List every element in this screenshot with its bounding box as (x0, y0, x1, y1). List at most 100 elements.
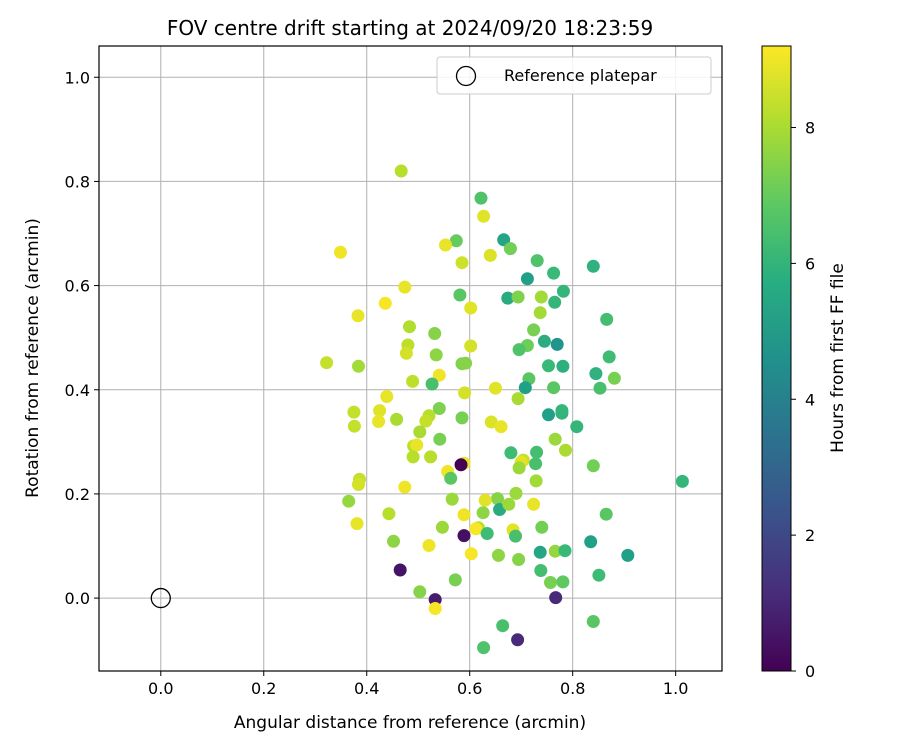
data-point (586, 259, 600, 273)
data-point (503, 242, 517, 256)
data-point (320, 356, 334, 370)
data-point (455, 411, 469, 425)
data-point (453, 288, 467, 302)
data-point (542, 359, 555, 373)
x-tick-label: 0.0 (148, 679, 173, 698)
data-point (352, 359, 365, 373)
data-point (512, 343, 526, 357)
legend-box (436, 56, 712, 95)
data-point (429, 348, 443, 362)
data-point (445, 492, 459, 506)
x-axis-label: Angular distance from reference (arcmin) (234, 713, 586, 733)
data-point (504, 446, 518, 460)
data-point (398, 480, 412, 494)
reference-platepar-marker (150, 587, 171, 609)
data-point (457, 508, 471, 522)
data-point (464, 339, 478, 353)
data-point (484, 415, 498, 429)
data-point (556, 359, 570, 373)
data-point (439, 238, 452, 252)
data-point (413, 425, 427, 439)
y-tick-label: 0.4 (65, 381, 90, 400)
data-point (399, 346, 413, 360)
data-point (511, 633, 525, 647)
data-point (559, 443, 572, 457)
y-axis-ticks: 0.0 0.2 0.4 0.6 0.8 1.0 (65, 68, 99, 608)
data-point (410, 438, 424, 452)
legend-marker-reference (455, 65, 477, 87)
data-point (459, 356, 473, 370)
data-point (428, 593, 442, 607)
data-point (586, 615, 600, 628)
data-point (413, 585, 427, 599)
colorbar-tick-label: 0 (805, 662, 815, 681)
data-point (457, 529, 471, 543)
data-point (530, 445, 544, 459)
colorbar-gradient (761, 45, 792, 672)
data-point (542, 408, 555, 422)
data-point (520, 272, 534, 286)
data-point (474, 191, 488, 205)
data-point (393, 563, 407, 577)
data-point (428, 602, 442, 615)
y-tick-label: 1.0 (65, 68, 90, 87)
y-tick-label: 0.8 (65, 172, 90, 191)
data-point (527, 497, 541, 511)
data-point (533, 306, 547, 320)
data-point (584, 535, 598, 549)
data-point (464, 547, 478, 561)
data-point (464, 301, 478, 315)
data-point (533, 545, 547, 559)
data-point (512, 461, 526, 475)
data-point (555, 406, 569, 420)
colorbar-tick-label: 2 (805, 526, 815, 545)
colorbar-label: Hours from first FF file (828, 263, 848, 453)
data-point (592, 568, 606, 582)
data-point (448, 573, 462, 587)
data-point (537, 334, 551, 348)
data-point (675, 474, 689, 488)
data-point (444, 471, 458, 485)
data-point (491, 492, 504, 506)
data-point (432, 402, 446, 415)
data-point (476, 506, 490, 520)
reference-marker-layer (150, 587, 171, 609)
data-point (455, 256, 469, 270)
data-point (433, 432, 447, 446)
data-point (501, 291, 515, 305)
data-point (351, 309, 365, 323)
data-point (380, 390, 394, 403)
data-point (489, 381, 502, 395)
data-point (512, 553, 526, 566)
y-tick-label: 0.6 (65, 277, 90, 296)
y-tick-label: 0.2 (65, 485, 90, 504)
data-point (511, 392, 525, 406)
data-point (558, 544, 572, 558)
data-point (494, 420, 508, 434)
data-point (492, 548, 505, 562)
plot-frame (98, 45, 723, 672)
data-point (378, 296, 392, 310)
data-point (432, 368, 446, 382)
data-point (509, 529, 522, 543)
data-point (435, 520, 449, 534)
data-point (607, 371, 621, 385)
chart-title: FOV centre drift starting at 2024/09/20 … (167, 16, 653, 40)
colorbar-tick-label: 4 (805, 390, 815, 409)
data-point (497, 233, 511, 247)
data-point (548, 432, 562, 446)
x-tick-label: 0.6 (457, 679, 482, 698)
data-point (469, 522, 483, 536)
data-point (372, 415, 386, 428)
data-point (586, 459, 600, 473)
legend: Reference platepar (436, 56, 712, 95)
colorbar-tick-label: 6 (805, 254, 815, 273)
colorbar: 0 2 4 6 8 Hours from first FF file (761, 45, 848, 681)
data-point (424, 450, 438, 464)
data-point (480, 527, 494, 540)
data-point (347, 405, 361, 419)
y-axis-label: Rotation from reference (arcmin) (23, 218, 43, 498)
data-point (548, 295, 562, 309)
x-tick-label: 1.0 (663, 679, 688, 698)
